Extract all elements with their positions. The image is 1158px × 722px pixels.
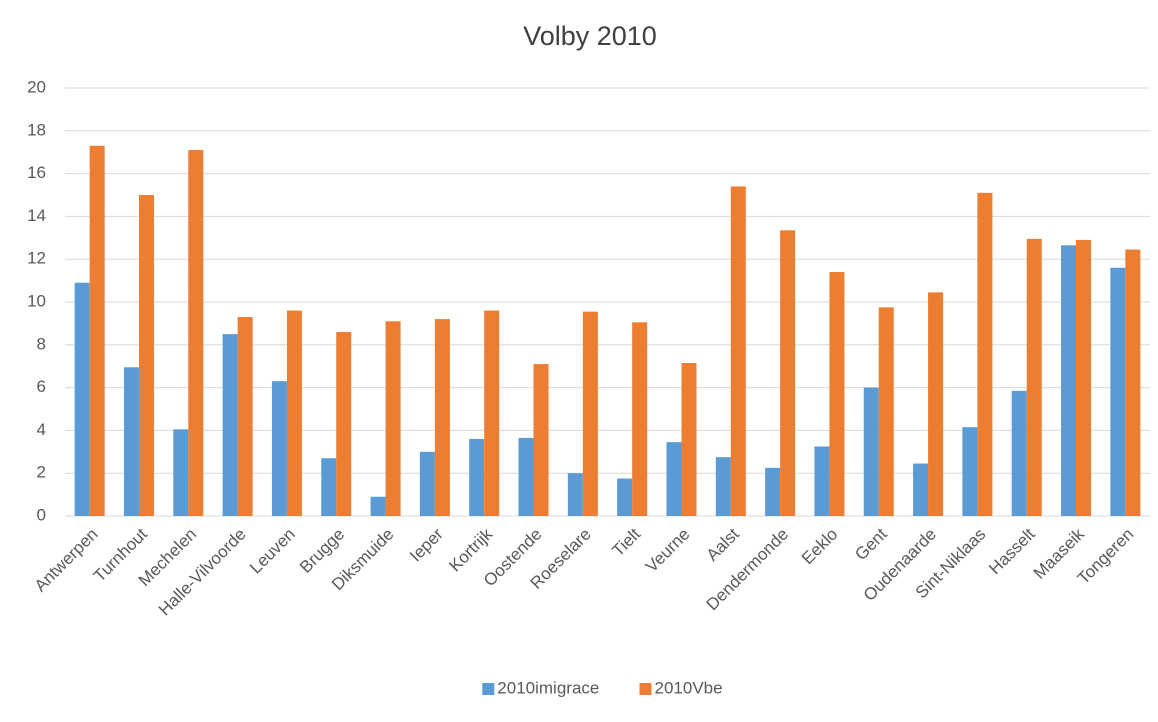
bar (385, 321, 401, 516)
bar (518, 437, 534, 516)
y-tick-label: 18 (27, 120, 46, 139)
bar (977, 192, 993, 517)
bar (814, 446, 830, 516)
bar (632, 322, 648, 516)
x-tick-label: Aalst (703, 524, 743, 564)
bar (321, 458, 337, 516)
x-tick-label: Eeklo (798, 525, 842, 569)
bar (617, 478, 633, 516)
x-tick-label: Tielt (608, 524, 644, 560)
bar (928, 292, 944, 516)
bar (434, 319, 450, 516)
bar (188, 150, 204, 516)
bar (89, 145, 105, 516)
bar (1026, 238, 1042, 516)
bar (237, 316, 253, 516)
x-tick-label: Gent (851, 524, 891, 564)
bar (913, 463, 929, 516)
y-tick-label: 8 (37, 334, 46, 353)
legend-label: 2010Vbe (655, 678, 723, 697)
bar (765, 467, 781, 516)
y-tick-label: 6 (37, 377, 46, 396)
bar (419, 451, 435, 516)
bar (1076, 239, 1092, 516)
bar (962, 427, 978, 516)
bar (567, 473, 583, 516)
bar (286, 310, 302, 516)
legend-swatch (639, 683, 652, 695)
bar (681, 362, 697, 516)
x-tick-label: Antwerpen (31, 525, 102, 596)
x-tick-label: Ieper (406, 524, 447, 565)
legend-label: 2010imigrace (497, 678, 599, 697)
bar (484, 310, 500, 516)
bar (138, 195, 154, 516)
bar (1110, 267, 1126, 516)
bar (666, 442, 682, 516)
y-tick-label: 10 (27, 291, 46, 310)
legend-swatch (482, 683, 495, 695)
bar (1125, 249, 1141, 516)
bar (123, 367, 139, 516)
bar (173, 429, 189, 516)
y-tick-label: 4 (37, 420, 46, 439)
bar (780, 230, 796, 516)
bar (370, 496, 386, 516)
bar (829, 272, 845, 516)
bar (336, 331, 352, 516)
bar (730, 186, 746, 516)
y-tick-label: 16 (27, 163, 46, 182)
x-tick-label: Veurne (642, 525, 694, 577)
y-tick-label: 12 (27, 249, 46, 268)
bar (1011, 390, 1027, 516)
y-tick-label: 20 (27, 77, 46, 96)
x-tick-label: Leuven (246, 525, 299, 578)
bar (715, 457, 731, 516)
bar (271, 381, 287, 516)
bar (863, 387, 879, 516)
bar (878, 307, 894, 516)
bar (222, 334, 238, 516)
x-tick-label: Halle-Vilvoorde (155, 525, 250, 620)
bar (74, 282, 90, 516)
y-tick-label: 0 (37, 505, 46, 524)
bar (1061, 245, 1077, 517)
bar (469, 438, 485, 516)
bar (582, 311, 598, 516)
y-tick-label: 2 (37, 463, 46, 482)
bar (533, 364, 549, 516)
y-tick-label: 14 (27, 206, 46, 225)
chart-title: Volby 2010 (523, 21, 657, 51)
